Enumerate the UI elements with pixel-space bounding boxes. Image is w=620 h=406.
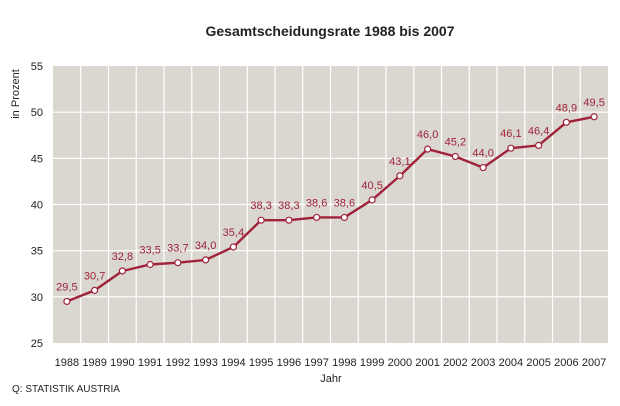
data-label: 46,4 xyxy=(528,125,549,137)
data-label: 43,1 xyxy=(389,156,410,168)
data-point xyxy=(368,196,376,204)
data-label: 33,7 xyxy=(167,243,188,255)
data-points xyxy=(63,113,598,306)
data-point xyxy=(118,267,126,275)
y-tick-label: 45 xyxy=(31,153,43,165)
x-tick-label: 1999 xyxy=(360,357,384,369)
data-label: 46,0 xyxy=(417,129,438,141)
x-tick-label: 1988 xyxy=(55,357,79,369)
x-tick-label: 1991 xyxy=(138,357,162,369)
data-point xyxy=(313,213,321,222)
grid-lines xyxy=(53,66,608,343)
series-line xyxy=(66,115,595,303)
data-label: 32,8 xyxy=(112,251,133,263)
data-label: 40,5 xyxy=(361,180,382,192)
data-label: 38,3 xyxy=(250,200,271,212)
data-label: 34,0 xyxy=(195,240,216,252)
data-label: 46,1 xyxy=(500,128,521,140)
x-tick-label: 2007 xyxy=(582,357,606,369)
chart-title: Gesamtscheidungsrate 1988 bis 2007 xyxy=(205,23,454,39)
data-label: 49,5 xyxy=(583,97,604,109)
data-point xyxy=(535,141,543,150)
x-tick-label: 1992 xyxy=(166,357,190,369)
data-labels: 29,5 30,7 32,8 33,5 33,7 34,0 35,4 38,3 38,3 38,6… xyxy=(56,97,605,294)
data-point xyxy=(229,243,237,251)
y-tick-label: 50 xyxy=(31,107,43,119)
x-tick-label: 2001 xyxy=(415,357,439,369)
x-tick-label: 1993 xyxy=(193,357,217,369)
y-tick-label: 40 xyxy=(31,200,43,212)
data-label: 33,5 xyxy=(139,245,160,257)
data-label: 48,9 xyxy=(556,102,577,114)
data-point xyxy=(257,216,265,224)
data-point xyxy=(424,145,432,153)
data-label: 38,3 xyxy=(278,200,299,212)
data-label: 44,0 xyxy=(472,148,493,160)
data-point xyxy=(174,259,182,267)
x-tick-label: 1997 xyxy=(304,357,328,369)
y-tick-label: 55 xyxy=(31,61,43,73)
x-tick-label: 2005 xyxy=(526,357,550,369)
data-point xyxy=(396,172,404,180)
data-point xyxy=(590,113,598,121)
x-tick-label: 1998 xyxy=(332,357,356,369)
data-label: 30,7 xyxy=(84,270,105,282)
data-point xyxy=(285,216,293,224)
data-label: 35,4 xyxy=(223,227,244,239)
data-point xyxy=(562,118,570,126)
x-tick-label: 2004 xyxy=(499,357,523,369)
data-label: 29,5 xyxy=(56,281,77,293)
data-point xyxy=(63,297,71,306)
data-point xyxy=(451,152,459,161)
data-label: 38,6 xyxy=(334,197,355,209)
x-tick-label: 2002 xyxy=(443,357,467,369)
x-tick-label: 1989 xyxy=(82,357,106,369)
x-tick-label: 1994 xyxy=(221,357,245,369)
data-label: 38,6 xyxy=(306,197,327,209)
data-label: 45,2 xyxy=(445,136,466,148)
x-tick-label: 2003 xyxy=(471,357,495,369)
x-axis-label: Jahr xyxy=(320,373,342,385)
y-tick-label: 35 xyxy=(31,246,43,258)
y-axis-ticks: 25 30 35 40 45 50 55 xyxy=(31,61,43,350)
data-point xyxy=(340,213,348,222)
x-tick-label: 2000 xyxy=(388,357,412,369)
data-point xyxy=(146,260,154,269)
y-tick-label: 25 xyxy=(31,338,43,350)
x-tick-label: 2006 xyxy=(554,357,578,369)
x-axis-ticks: 1988 1989 1990 1991 1992 1993 1994 1995 1996 1997… xyxy=(55,357,607,369)
source-note: Q: STATISTIK AUSTRIA xyxy=(12,384,120,395)
x-tick-label: 1996 xyxy=(277,357,301,369)
x-tick-label: 1995 xyxy=(249,357,273,369)
data-point xyxy=(91,286,99,294)
x-tick-label: 1990 xyxy=(110,357,134,369)
y-tick-label: 30 xyxy=(31,292,43,304)
data-point xyxy=(507,144,515,152)
y-axis-label: in Prozent xyxy=(10,69,22,119)
data-point xyxy=(479,163,487,172)
data-point xyxy=(202,256,210,264)
